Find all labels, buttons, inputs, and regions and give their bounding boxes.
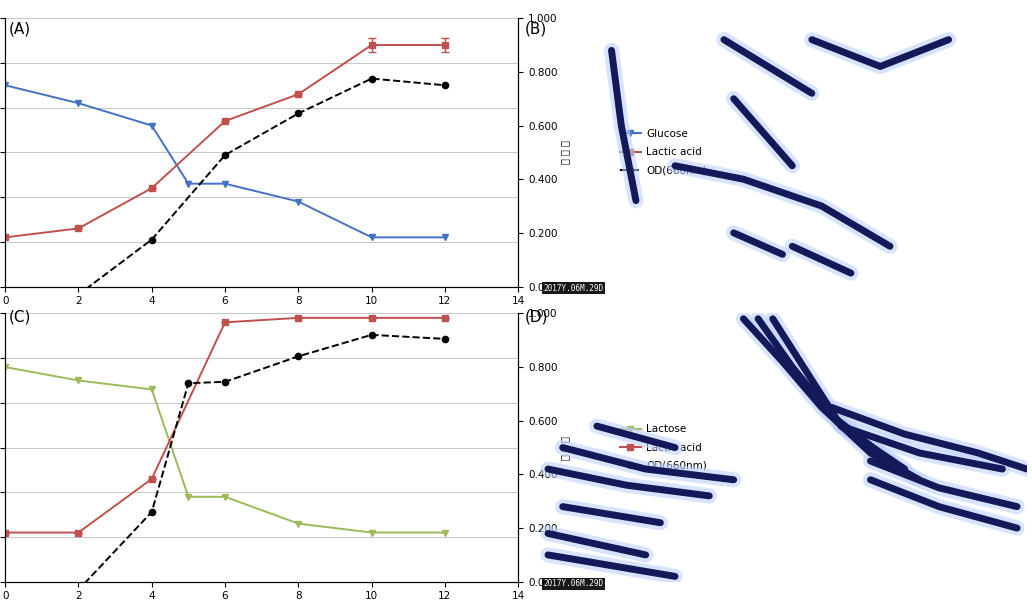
- Legend: Lactose, Lactic acid, OD(660nm): Lactose, Lactic acid, OD(660nm): [616, 420, 711, 475]
- Y-axis label: 퍼 당 도: 퍼 당 도: [560, 436, 571, 459]
- Text: 2017Y.06M.29D: 2017Y.06M.29D: [543, 579, 604, 588]
- Text: 2017Y.06M.29D: 2017Y.06M.29D: [543, 284, 604, 293]
- Y-axis label: 퍼 당 도: 퍼 당 도: [560, 141, 571, 164]
- Text: (C): (C): [8, 309, 31, 324]
- Legend: Glucose, Lactic acid, OD(660nm): Glucose, Lactic acid, OD(660nm): [616, 125, 711, 180]
- Text: (D): (D): [524, 309, 548, 324]
- Text: (B): (B): [524, 21, 547, 36]
- X-axis label: 배양시간(h): 배양시간(h): [240, 312, 283, 322]
- Text: (A): (A): [8, 21, 30, 36]
